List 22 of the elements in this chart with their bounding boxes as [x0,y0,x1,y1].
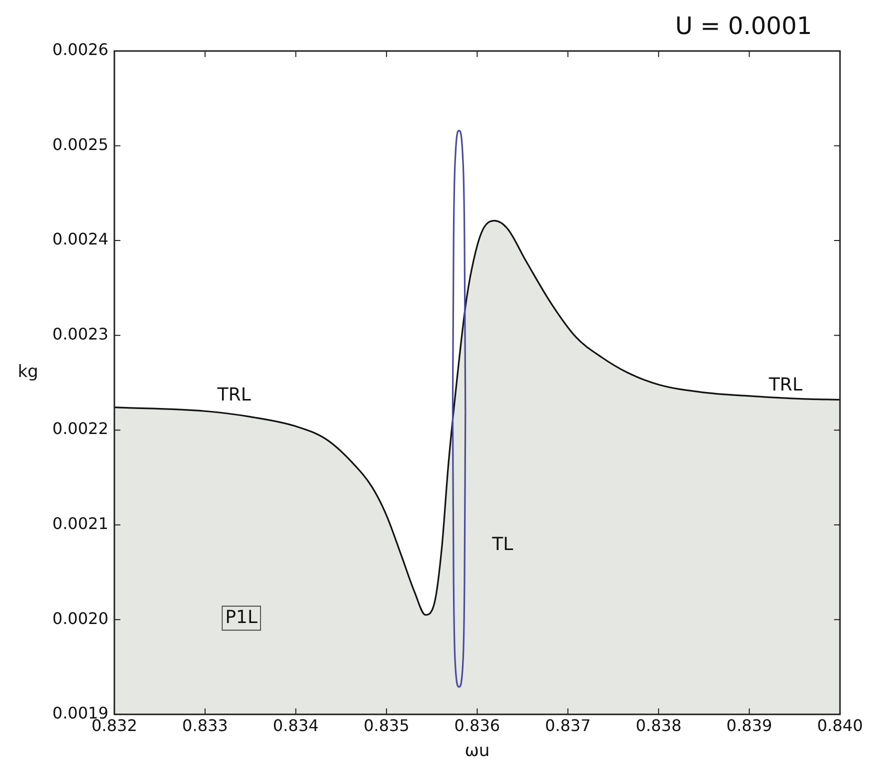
annotation: TL [491,534,514,555]
y-tick-label: 0.0023 [52,324,108,344]
chart-title: U = 0.0001 [675,12,812,40]
x-axis-title: ωu [464,740,490,761]
x-tick-label: 0.835 [364,716,410,736]
annotation: TRL [216,384,251,406]
x-tick-label: 0.834 [272,716,319,736]
x-tick-label: 0.833 [182,716,228,736]
x-tick-label: 0.838 [636,716,682,736]
y-tick-label: 0.0022 [52,419,108,438]
x-tick-label: 0.839 [726,716,772,736]
y-tick-label: 0.0025 [52,134,108,154]
x-tick-label: 0.836 [454,716,500,736]
y-tick-label: 0.0024 [52,230,108,249]
y-tick-label: 0.0020 [52,608,108,628]
y-axis-title: kg [18,362,38,382]
x-tick-label: 0.840 [817,716,863,736]
annotation: P1L [225,606,258,628]
y-tick-label: 0.0021 [52,514,108,534]
x-tick-label: 0.837 [544,716,591,736]
y-tick-label: 0.0026 [52,40,108,60]
annotation: TRL [768,374,802,396]
